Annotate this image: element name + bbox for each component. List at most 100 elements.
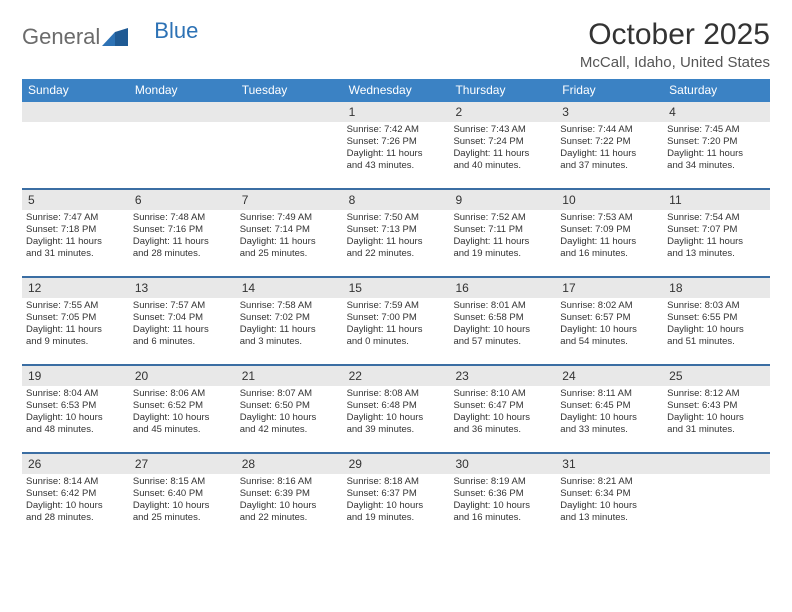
day-cell: 31Sunrise: 8:21 AMSunset: 6:34 PMDayligh…	[556, 454, 663, 540]
sunrise-text: Sunrise: 8:11 AM	[560, 388, 659, 400]
daylight-text-2: and 3 minutes.	[240, 336, 339, 348]
day-number: 12	[22, 278, 129, 298]
day-number: 1	[343, 102, 450, 122]
daylight-text-2: and 25 minutes.	[240, 248, 339, 260]
sunrise-text: Sunrise: 8:14 AM	[26, 476, 125, 488]
day-cell: 17Sunrise: 8:02 AMSunset: 6:57 PMDayligh…	[556, 278, 663, 364]
day-number: 5	[22, 190, 129, 210]
sunrise-text: Sunrise: 8:16 AM	[240, 476, 339, 488]
day-number: 23	[449, 366, 556, 386]
daylight-text-1: Daylight: 11 hours	[453, 236, 552, 248]
day-details: Sunrise: 8:14 AMSunset: 6:42 PMDaylight:…	[22, 474, 129, 528]
daylight-text-1: Daylight: 11 hours	[453, 148, 552, 160]
day-cell	[663, 454, 770, 540]
day-number: 2	[449, 102, 556, 122]
day-number: 31	[556, 454, 663, 474]
daylight-text-2: and 0 minutes.	[347, 336, 446, 348]
day-details: Sunrise: 7:52 AMSunset: 7:11 PMDaylight:…	[449, 210, 556, 264]
logo: General Blue	[22, 24, 198, 50]
sunset-text: Sunset: 7:00 PM	[347, 312, 446, 324]
day-number: 16	[449, 278, 556, 298]
sunset-text: Sunset: 6:36 PM	[453, 488, 552, 500]
day-cell: 16 Sunrise: 8:01 AMSunset: 6:58 PMDayligh…	[449, 278, 556, 364]
day-cell: 21Sunrise: 8:07 AMSunset: 6:50 PMDayligh…	[236, 366, 343, 452]
day-cell: 4Sunrise: 7:45 AMSunset: 7:20 PMDaylight…	[663, 102, 770, 188]
dow-tuesday: Tuesday	[236, 79, 343, 102]
day-cell: 23Sunrise: 8:10 AMSunset: 6:47 PMDayligh…	[449, 366, 556, 452]
day-number: 8	[343, 190, 450, 210]
sunset-text: Sunset: 6:45 PM	[560, 400, 659, 412]
daylight-text-2: and 33 minutes.	[560, 424, 659, 436]
sunrise-text: Sunrise: 7:50 AM	[347, 212, 446, 224]
sunset-text: Sunset: 6:57 PM	[560, 312, 659, 324]
sunset-text: Sunset: 6:52 PM	[133, 400, 232, 412]
day-number: 21	[236, 366, 343, 386]
day-cell	[22, 102, 129, 188]
day-number: 26	[22, 454, 129, 474]
day-number: 25	[663, 366, 770, 386]
day-details: Sunrise: 8:07 AMSunset: 6:50 PMDaylight:…	[236, 386, 343, 440]
day-number	[236, 102, 343, 122]
sunrise-text: Sunrise: 7:45 AM	[667, 124, 766, 136]
day-details: Sunrise: 7:57 AMSunset: 7:04 PMDaylight:…	[129, 298, 236, 352]
day-number: 3	[556, 102, 663, 122]
day-cell: 14Sunrise: 7:58 AMSunset: 7:02 PMDayligh…	[236, 278, 343, 364]
sunrise-text: Sunrise: 7:49 AM	[240, 212, 339, 224]
sunrise-text: Sunrise: 7:44 AM	[560, 124, 659, 136]
daylight-text-1: Daylight: 10 hours	[667, 412, 766, 424]
daylight-text-1: Daylight: 11 hours	[240, 236, 339, 248]
sunset-text: Sunset: 6:50 PM	[240, 400, 339, 412]
day-number: 15	[343, 278, 450, 298]
daylight-text-1: Daylight: 10 hours	[453, 324, 552, 336]
day-number: 28	[236, 454, 343, 474]
daylight-text-2: and 9 minutes.	[26, 336, 125, 348]
sunrise-text: Sunrise: 8:01 AM	[453, 300, 552, 312]
daylight-text-1: Daylight: 11 hours	[26, 324, 125, 336]
day-details: Sunrise: 7:50 AMSunset: 7:13 PMDaylight:…	[343, 210, 450, 264]
month-title: October 2025	[580, 18, 770, 52]
logo-mark-icon	[102, 28, 128, 46]
logo-text-blue: Blue	[154, 18, 198, 44]
daylight-text-1: Daylight: 11 hours	[347, 236, 446, 248]
sunset-text: Sunset: 6:58 PM	[453, 312, 552, 324]
sunrise-text: Sunrise: 7:53 AM	[560, 212, 659, 224]
sunset-text: Sunset: 6:39 PM	[240, 488, 339, 500]
daylight-text-1: Daylight: 11 hours	[133, 236, 232, 248]
sunset-text: Sunset: 7:22 PM	[560, 136, 659, 148]
sunrise-text: Sunrise: 8:03 AM	[667, 300, 766, 312]
day-cell: 9Sunrise: 7:52 AMSunset: 7:11 PMDaylight…	[449, 190, 556, 276]
day-cell: 3Sunrise: 7:44 AMSunset: 7:22 PMDaylight…	[556, 102, 663, 188]
day-number: 6	[129, 190, 236, 210]
daylight-text-1: Daylight: 10 hours	[667, 324, 766, 336]
day-details: Sunrise: 7:55 AMSunset: 7:05 PMDaylight:…	[22, 298, 129, 352]
sunrise-text: Sunrise: 7:48 AM	[133, 212, 232, 224]
calendar-page: General Blue October 2025 McCall, Idaho,…	[0, 0, 792, 554]
day-cell: 8Sunrise: 7:50 AMSunset: 7:13 PMDaylight…	[343, 190, 450, 276]
day-cell: 1Sunrise: 7:42 AMSunset: 7:26 PMDaylight…	[343, 102, 450, 188]
daylight-text-1: Daylight: 10 hours	[133, 500, 232, 512]
day-details: Sunrise: 7:54 AMSunset: 7:07 PMDaylight:…	[663, 210, 770, 264]
day-cell: 12Sunrise: 7:55 AMSunset: 7:05 PMDayligh…	[22, 278, 129, 364]
day-number: 20	[129, 366, 236, 386]
sunrise-text: Sunrise: 7:43 AM	[453, 124, 552, 136]
day-details: Sunrise: 7:58 AMSunset: 7:02 PMDaylight:…	[236, 298, 343, 352]
daylight-text-2: and 45 minutes.	[133, 424, 232, 436]
daylight-text-1: Daylight: 11 hours	[133, 324, 232, 336]
daylight-text-1: Daylight: 10 hours	[453, 412, 552, 424]
day-details: Sunrise: 8:21 AMSunset: 6:34 PMDaylight:…	[556, 474, 663, 528]
sunrise-text: Sunrise: 7:52 AM	[453, 212, 552, 224]
daylight-text-2: and 39 minutes.	[347, 424, 446, 436]
calendar: Sunday Monday Tuesday Wednesday Thursday…	[22, 79, 770, 540]
day-cell: 30Sunrise: 8:19 AMSunset: 6:36 PMDayligh…	[449, 454, 556, 540]
daylight-text-2: and 34 minutes.	[667, 160, 766, 172]
day-of-week-header: Sunday Monday Tuesday Wednesday Thursday…	[22, 79, 770, 102]
daylight-text-1: Daylight: 10 hours	[240, 412, 339, 424]
daylight-text-1: Daylight: 11 hours	[667, 236, 766, 248]
day-cell: 2Sunrise: 7:43 AMSunset: 7:24 PMDaylight…	[449, 102, 556, 188]
sunrise-text: Sunrise: 7:47 AM	[26, 212, 125, 224]
day-details: Sunrise: 8:08 AMSunset: 6:48 PMDaylight:…	[343, 386, 450, 440]
sunset-text: Sunset: 7:16 PM	[133, 224, 232, 236]
sunrise-text: Sunrise: 7:58 AM	[240, 300, 339, 312]
daylight-text-1: Daylight: 11 hours	[26, 236, 125, 248]
day-details: Sunrise: 7:43 AMSunset: 7:24 PMDaylight:…	[449, 122, 556, 176]
